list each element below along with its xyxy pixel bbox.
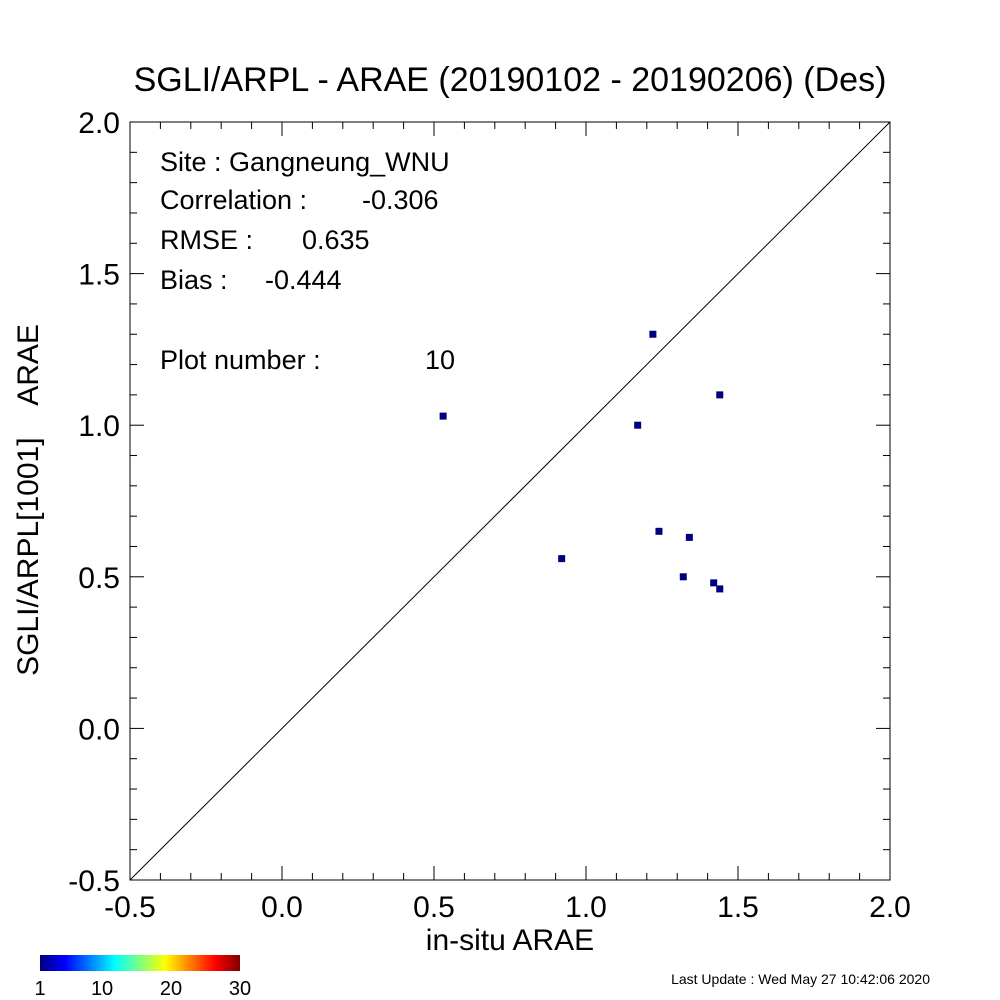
plot-number-label: Plot number :	[160, 345, 321, 375]
data-point	[685, 533, 693, 541]
x-tick-label: 1.0	[565, 891, 607, 924]
bias-label: Bias :	[160, 265, 228, 295]
colorbar-tick-label: 1	[34, 978, 45, 1000]
colorbar-tick-label: 20	[160, 978, 182, 1000]
rmse-value: 0.635	[302, 225, 370, 255]
plot-number-value: 10	[425, 345, 455, 375]
data-point	[679, 573, 687, 581]
stats-annotation: Site : Gangneung_WNU Correlation : -0.30…	[160, 147, 455, 375]
y-tick-label: 2.0	[78, 107, 120, 140]
x-tick-label: 1.5	[717, 891, 759, 924]
x-tick-label: -0.5	[104, 891, 156, 924]
colorbar	[40, 955, 240, 971]
y-tick-labels: -0.5 0.0 0.5 1.0 1.5 2.0	[68, 107, 120, 898]
site-label: Site : Gangneung_WNU	[160, 147, 450, 177]
data-point	[710, 579, 718, 587]
rmse-label: RMSE :	[160, 225, 253, 255]
y-tick-label: 0.5	[78, 562, 120, 595]
data-points	[439, 330, 724, 593]
correlation-label: Correlation :	[160, 185, 307, 215]
x-tick-label: 2.0	[869, 891, 911, 924]
x-tick-labels: -0.5 0.0 0.5 1.0 1.5 2.0	[104, 891, 911, 924]
plot-frame	[129, 121, 891, 881]
x-tick-label: 0.5	[413, 891, 455, 924]
last-update-footer: Last Update : Wed May 27 10:42:06 2020	[671, 971, 930, 987]
y-tick-label: 1.5	[78, 259, 120, 292]
chart-title: SGLI/ARPL - ARAE (20190102 - 20190206) (…	[134, 61, 887, 99]
data-point	[716, 585, 724, 593]
colorbar-tick-labels: 1 10 20 30	[34, 978, 251, 1000]
y-tick-label: -0.5	[68, 865, 120, 898]
data-point	[439, 412, 447, 420]
bias-value: -0.444	[265, 265, 342, 295]
x-tick-label: 0.0	[261, 891, 303, 924]
data-point	[558, 555, 566, 563]
data-point	[716, 391, 724, 399]
x-axis-label: in-situ ARAE	[426, 924, 594, 957]
correlation-value: -0.306	[362, 185, 439, 215]
axis-ticks	[129, 121, 891, 881]
colorbar-tick-label: 10	[91, 978, 113, 1000]
y-axis-label: SGLI/ARPL[1001] ARAE	[12, 324, 45, 676]
y-tick-label: 0.0	[78, 713, 120, 746]
y-tick-label: 1.0	[78, 410, 120, 443]
data-point	[655, 527, 663, 535]
colorbar-tick-label: 30	[229, 978, 251, 1000]
one-to-one-line	[129, 121, 891, 881]
data-point	[634, 421, 642, 429]
data-point	[649, 330, 657, 338]
